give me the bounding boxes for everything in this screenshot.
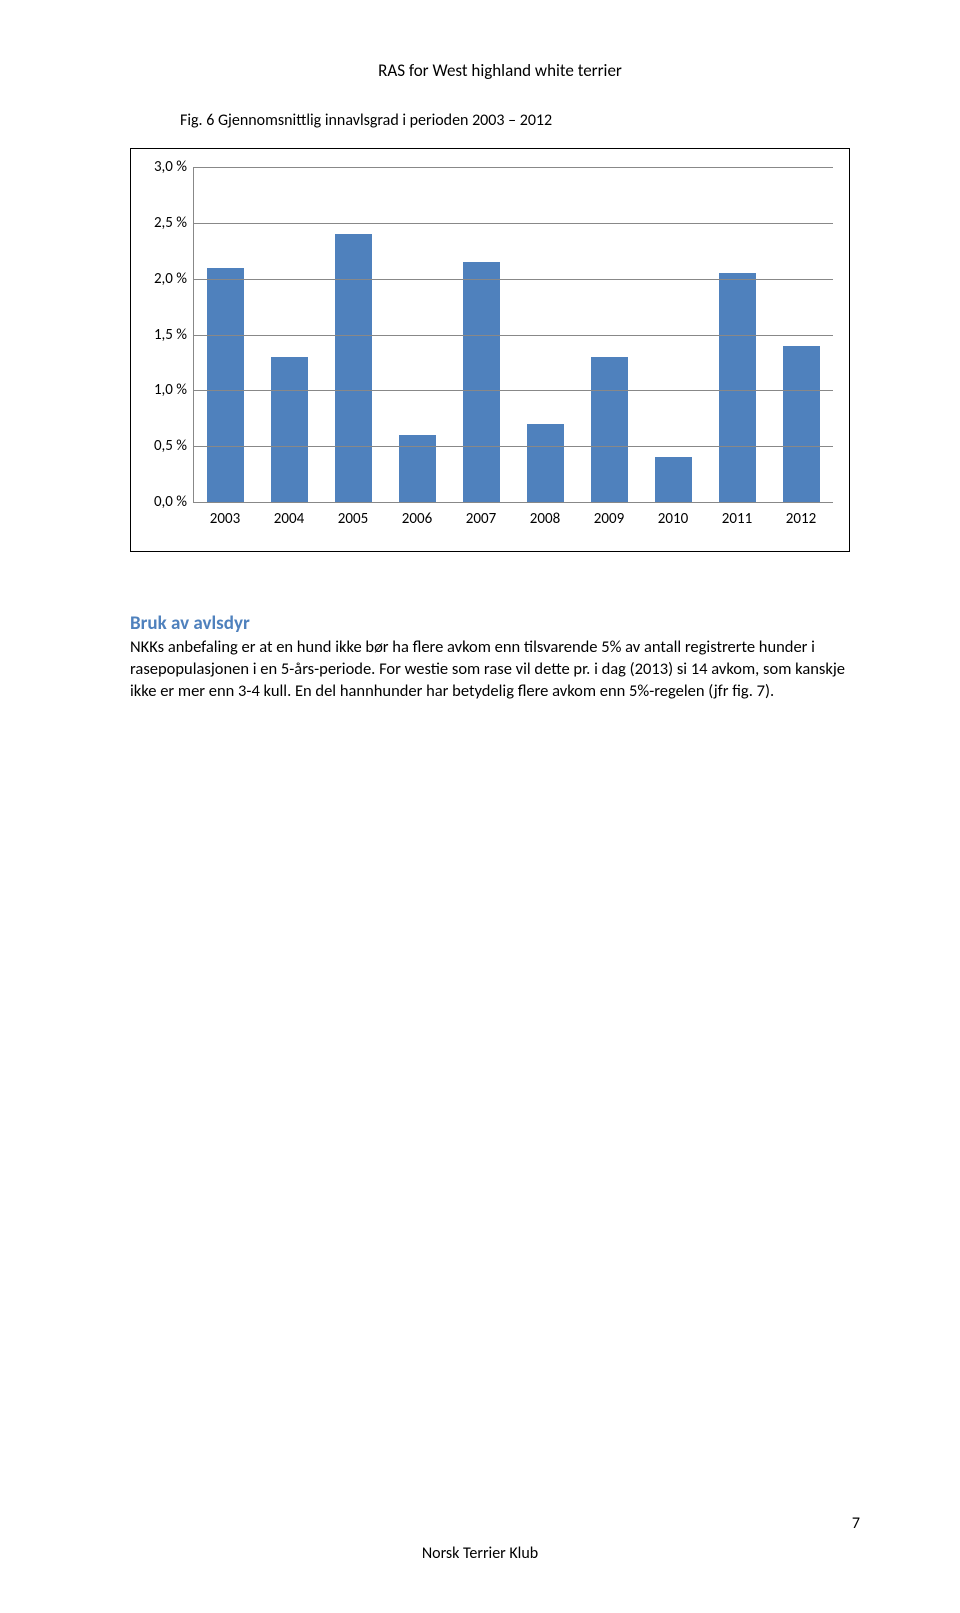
body-paragraph: NKKs anbefaling er at en hund ikke bør h… xyxy=(130,637,870,702)
y-tick-label: 3,0 % xyxy=(154,158,187,176)
x-tick-label: 2011 xyxy=(705,502,769,528)
y-tick-label: 0,5 % xyxy=(154,437,187,455)
x-tick-label: 2005 xyxy=(321,502,385,528)
y-tick-label: 1,5 % xyxy=(154,326,187,344)
x-tick-label: 2009 xyxy=(577,502,641,528)
bar xyxy=(527,424,564,502)
bar xyxy=(655,457,692,502)
x-tick-label: 2003 xyxy=(193,502,257,528)
gridline xyxy=(194,279,833,280)
y-tick-label: 1,0 % xyxy=(154,381,187,399)
bar xyxy=(271,357,308,502)
gridline xyxy=(194,167,833,168)
x-axis: 2003200420052006200720082009201020112012 xyxy=(193,502,833,528)
section-heading: Bruk av avlsdyr xyxy=(130,612,870,635)
page-number: 7 xyxy=(852,1514,860,1533)
chart-container: 0,0 % 0,5 % 1,0 % 1,5 % 2,0 % 2,5 % 3,0 % 2003… xyxy=(130,148,850,552)
y-tick-label: 2,0 % xyxy=(154,270,187,288)
figure-title: Fig. 6 Gjennomsnittlig innavlsgrad i per… xyxy=(180,111,870,130)
plot-area xyxy=(193,167,833,503)
gridline xyxy=(194,446,833,447)
x-tick-label: 2004 xyxy=(257,502,321,528)
x-tick-label: 2012 xyxy=(769,502,833,528)
y-axis: 0,0 %0,5 %1,0 %1,5 %2,0 %2,5 %3,0 % xyxy=(141,167,193,502)
bar-chart: 0,0 %0,5 %1,0 %1,5 %2,0 %2,5 %3,0 % 2003… xyxy=(141,167,839,537)
gridline xyxy=(194,390,833,391)
gridline xyxy=(194,335,833,336)
y-tick-label: 2,5 % xyxy=(154,214,187,232)
bar xyxy=(783,346,820,502)
bar xyxy=(207,268,244,503)
gridline xyxy=(194,223,833,224)
bar xyxy=(399,435,436,502)
y-tick-label: 0,0 % xyxy=(154,493,187,511)
x-tick-label: 2008 xyxy=(513,502,577,528)
x-tick-label: 2010 xyxy=(641,502,705,528)
page-header: RAS for West highland white terrier xyxy=(130,60,870,81)
page-footer: Norsk Terrier Klub xyxy=(0,1544,960,1563)
bar xyxy=(719,273,756,502)
bar xyxy=(591,357,628,502)
bar xyxy=(463,262,500,502)
x-tick-label: 2007 xyxy=(449,502,513,528)
bar xyxy=(335,234,372,502)
x-tick-label: 2006 xyxy=(385,502,449,528)
